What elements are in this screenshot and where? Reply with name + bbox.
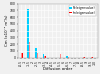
Bar: [68, 57, 69, 58]
Legend: Re(eigenvalue), Im(eigenvalue): Re(eigenvalue), Im(eigenvalue): [68, 5, 96, 16]
Bar: [83, 57, 85, 58]
Bar: [27, 9, 29, 58]
Bar: [35, 48, 37, 58]
X-axis label: Diffusion order: Diffusion order: [43, 67, 73, 71]
Bar: [66, 56, 68, 58]
Bar: [91, 57, 93, 58]
Bar: [44, 56, 46, 58]
Bar: [60, 54, 62, 58]
Bar: [21, 53, 23, 58]
Bar: [29, 42, 30, 58]
Y-axis label: Cm (x10⁻⁹ m²/s): Cm (x10⁻⁹ m²/s): [4, 15, 8, 46]
Bar: [37, 53, 38, 58]
Bar: [43, 54, 44, 58]
